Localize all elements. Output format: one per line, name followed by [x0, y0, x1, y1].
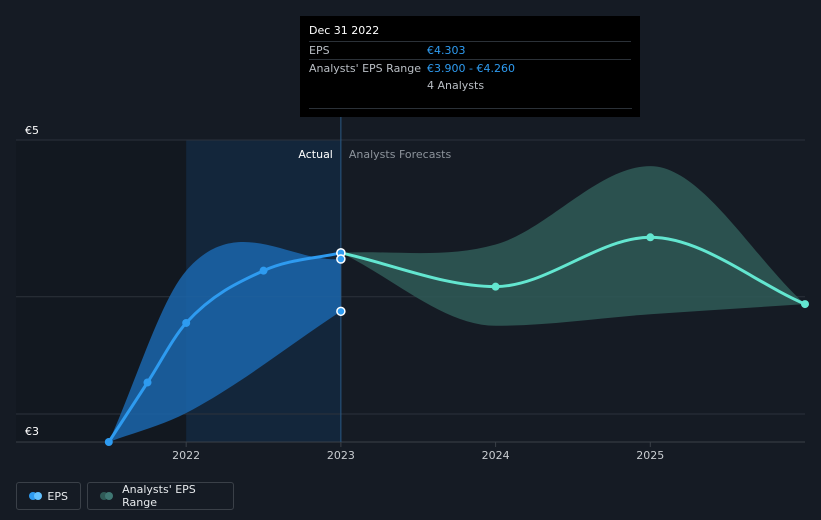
range-endpoint: [336, 306, 346, 317]
tooltip-analyst-count: 4 Analysts: [427, 79, 485, 92]
range-endpoint: [336, 254, 346, 264]
legend-analysts-range[interactable]: Analysts' EPS Range: [87, 482, 234, 510]
forecast-point: [646, 233, 655, 242]
x-tick-label: 2022: [172, 449, 200, 462]
actual-range-band: [108, 242, 341, 442]
tooltip-range-label: Analysts' EPS Range: [309, 62, 422, 75]
legend-range-label: Analysts' EPS Range: [122, 483, 196, 509]
legend-eps[interactable]: EPS: [16, 482, 81, 510]
eps-point: [259, 266, 268, 275]
eps-forecast-line: [339, 235, 807, 306]
forecast-range-band: [340, 166, 805, 326]
eps-point: [104, 438, 113, 446]
eps-point: [143, 378, 152, 387]
eps-point: [182, 318, 191, 327]
range-legend-icon: [100, 492, 114, 500]
tooltip-range-value: €3.900 - €4.260: [427, 62, 515, 75]
eps-legend-icon: [29, 492, 42, 500]
y-tick-label: €3: [25, 425, 39, 438]
x-tick-label: 2024: [482, 449, 510, 462]
tooltip-eps-value: €4.303: [427, 44, 466, 57]
tooltip: Dec 31 2022 EPS €4.303 Analysts' EPS Ran…: [300, 16, 640, 117]
x-tick-label: 2025: [636, 449, 664, 462]
actual-label: Actual: [298, 148, 332, 161]
y-tick-label: €5: [25, 124, 39, 137]
tooltip-eps-label: EPS: [309, 44, 330, 57]
forecast-point: [801, 300, 809, 309]
forecast-label: Analysts Forecasts: [349, 148, 452, 161]
forecast-point: [491, 282, 500, 291]
legend-eps-label: EPS: [47, 489, 68, 503]
x-tick-label: 2023: [327, 449, 355, 462]
tooltip-date: Dec 31 2022: [309, 24, 380, 37]
